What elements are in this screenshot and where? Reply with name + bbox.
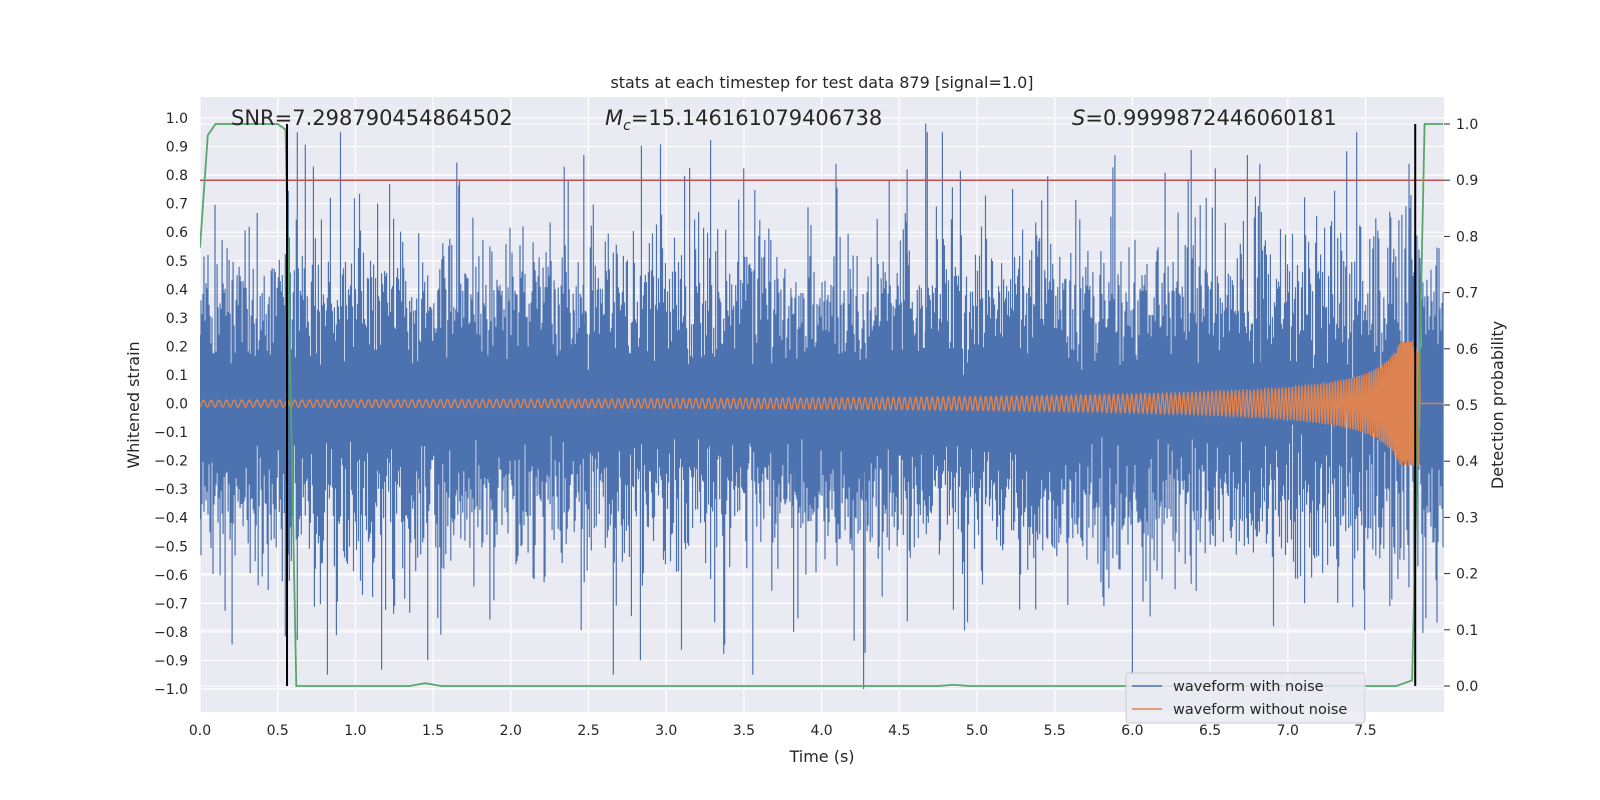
y-right-tick-label: 0.3: [1456, 510, 1478, 526]
y-left-tick-label: −0.2: [154, 454, 188, 470]
legend-label-clean: waveform without noise: [1173, 702, 1347, 718]
x-tick-label: 7.0: [1277, 723, 1299, 739]
y-right-tick-label: 0.0: [1456, 679, 1478, 695]
x-tick-label: 1.5: [422, 723, 444, 739]
vertical-markers: [286, 124, 1417, 686]
chart-title: stats at each timestep for test data 879…: [610, 73, 1033, 92]
y-right-tick-label: 0.8: [1456, 229, 1478, 245]
x-tick-label: 5.0: [966, 723, 988, 739]
y-left-tick-label: 0.5: [166, 254, 188, 270]
y-left-tick-label: −0.7: [154, 596, 188, 612]
y-left-tick-label: 0.8: [166, 168, 188, 184]
x-tick-label: 2.5: [577, 723, 599, 739]
y-left-tick-label: −0.4: [154, 511, 188, 527]
y-right-tick-label: 0.1: [1456, 623, 1478, 639]
chirp-mass-annotation: Mc=15.146161079406738: [605, 106, 882, 134]
legend: waveform with noise waveform without noi…: [1125, 672, 1366, 724]
y-right-tick-label: 0.5: [1456, 398, 1478, 414]
y-right-tick-label: 1.0: [1456, 117, 1478, 133]
y-left-axis-label: Whitened strain: [124, 341, 143, 468]
y-left-tick-label: −0.6: [154, 568, 188, 584]
y-left-tick-label: −0.1: [154, 425, 188, 441]
s-annotation: S=0.9999872446060181: [1072, 106, 1337, 130]
y-left-tick-label: 0.4: [166, 282, 188, 298]
x-tick-label: 3.5: [733, 723, 755, 739]
y-left-tick-label: 0.2: [166, 339, 188, 355]
y-right-tick-label: 0.4: [1456, 454, 1478, 470]
y-left-tick-label: −0.9: [154, 653, 188, 669]
x-tick-label: 7.5: [1354, 723, 1376, 739]
y-left-tick-label: 0.3: [166, 311, 188, 327]
series-detection-probability: [200, 123, 1444, 687]
y-left-tick-label: −1.0: [154, 682, 188, 698]
x-tick-label: 4.5: [888, 723, 910, 739]
series-waveform-without-noise: [200, 340, 1444, 467]
x-tick-label: 6.5: [1199, 723, 1221, 739]
y-right-tick-label: 0.7: [1456, 286, 1478, 302]
y-left-tick-label: −0.8: [154, 625, 188, 641]
y-left-tick-label: 0.7: [166, 197, 188, 213]
y-left-tick-label: 0.1: [166, 368, 188, 384]
y-right-axis-label: Detection probability: [1488, 321, 1507, 489]
y-left-tick-label: −0.3: [154, 482, 188, 498]
x-tick-label: 4.0: [810, 723, 832, 739]
x-axis-label: Time (s): [788, 747, 854, 766]
x-tick-label: 0.0: [189, 723, 211, 739]
x-axis-ticks: 0.0 0.5 1.0 1.5 2.0 2.5 3.0 3.5 4.0 4.5 5.0 5.5 6.0 6…: [189, 723, 1377, 739]
y-right-tick-label: 0.6: [1456, 342, 1478, 358]
x-tick-label: 2.0: [500, 723, 522, 739]
y-left-axis-ticks: 1.0 0.9 0.8 0.7 0.6 0.5 0.4 0.3 0.2 0.1 0.0 −0.1 −0.…: [154, 111, 188, 698]
y-left-tick-label: 0.0: [166, 397, 188, 413]
snr-annotation: SNR=7.298790454864502: [231, 106, 513, 130]
y-left-tick-label: −0.5: [154, 539, 188, 555]
y-left-tick-label: 1.0: [166, 111, 188, 127]
legend-label-noise: waveform with noise: [1173, 679, 1324, 695]
y-right-tick-label: 0.2: [1456, 567, 1478, 583]
x-tick-label: 1.0: [344, 723, 366, 739]
x-tick-label: 6.0: [1121, 723, 1143, 739]
x-tick-label: 3.0: [655, 723, 677, 739]
x-tick-label: 0.5: [267, 723, 289, 739]
x-tick-label: 5.5: [1044, 723, 1066, 739]
y-left-tick-label: 0.6: [166, 225, 188, 241]
y-right-axis-ticks: 1.0 0.9 0.8 0.7 0.6 0.5 0.4 0.3 0.2 0.1 0.0: [1444, 117, 1478, 695]
series-waveform-with-noise: [200, 123, 1444, 689]
y-left-tick-label: 0.9: [166, 140, 188, 156]
y-right-tick-label: 0.9: [1456, 173, 1478, 189]
